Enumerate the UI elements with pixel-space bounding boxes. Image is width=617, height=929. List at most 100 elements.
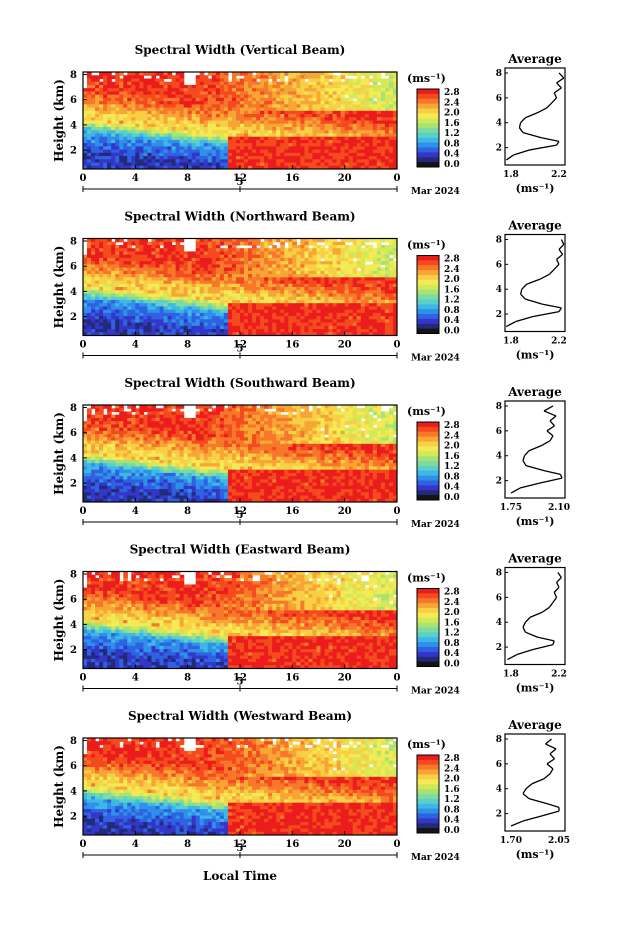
colorbar-swatch	[417, 314, 439, 320]
heat-cell	[280, 101, 285, 105]
heat-cell	[316, 72, 322, 76]
heat-cell	[135, 143, 140, 147]
heat-cell	[171, 162, 177, 167]
colorbar-swatch	[417, 270, 439, 276]
heat-cell	[127, 283, 132, 288]
heat-cell	[240, 152, 245, 157]
heat-cell	[83, 156, 88, 160]
heat-cell	[95, 476, 100, 480]
heat-cell	[280, 162, 285, 167]
heat-cell	[163, 143, 169, 147]
heat-cell	[111, 434, 116, 438]
heat-cell	[340, 159, 346, 164]
heat-cell	[103, 287, 108, 291]
heat-cell	[256, 94, 261, 99]
heat-cell	[91, 306, 96, 311]
colorbar-swatch	[417, 142, 439, 148]
heat-cell	[324, 136, 330, 141]
heat-cell	[235, 152, 241, 157]
heat-cell	[143, 306, 149, 311]
heat-cell	[304, 146, 310, 151]
heat-cell	[364, 274, 370, 278]
heat-cell	[248, 319, 253, 324]
heat-cell	[280, 117, 285, 122]
heat-cell	[252, 270, 257, 275]
heat-cell	[163, 287, 169, 291]
colorbar-swatch	[417, 152, 439, 158]
heat-cell	[268, 299, 273, 304]
heat-cell	[171, 146, 177, 151]
heat-cell	[191, 287, 197, 291]
heat-cell	[288, 306, 293, 311]
heat-cell	[143, 309, 149, 314]
heat-cell	[388, 296, 394, 301]
heat-cell	[384, 316, 390, 320]
heat-cell	[320, 104, 326, 109]
heat-cell	[272, 251, 277, 256]
heat-cell	[312, 238, 318, 243]
heat-cell	[143, 133, 149, 138]
heat-cell	[276, 117, 281, 122]
avg-profile-segment	[551, 97, 558, 104]
heat-cell	[268, 319, 273, 324]
heat-cell	[115, 277, 120, 282]
heat-cell	[328, 316, 334, 320]
heat-cell	[368, 264, 374, 269]
heat-cell	[211, 277, 217, 282]
heat-cell	[344, 261, 350, 265]
heat-cell	[372, 303, 378, 307]
heat-cell	[163, 280, 169, 285]
heat-cell	[340, 94, 346, 99]
heat-cell	[91, 280, 96, 285]
heat-cell	[272, 81, 277, 86]
heat-cell	[123, 299, 128, 304]
heat-cell	[131, 136, 136, 141]
heat-cell	[284, 94, 289, 99]
heat-cell	[376, 120, 382, 125]
heat-cell	[348, 316, 354, 320]
heat-cell	[123, 287, 128, 291]
heat-cell	[235, 312, 241, 317]
heat-cell	[163, 88, 169, 92]
heat-cell	[99, 283, 104, 288]
heat-cell	[83, 277, 88, 282]
heat-cell	[296, 274, 301, 278]
colorbar-swatch	[417, 108, 439, 114]
heat-cell	[107, 306, 112, 311]
heat-cell	[320, 146, 326, 151]
heat-cell	[360, 101, 366, 105]
heat-cell	[284, 120, 289, 125]
heat-cell	[288, 81, 293, 86]
heat-cell	[155, 159, 161, 164]
heat-cell	[219, 101, 225, 105]
heat-cell	[207, 159, 213, 164]
heat-cell	[115, 133, 120, 138]
heat-cell	[215, 136, 221, 141]
heat-cell	[272, 293, 277, 298]
heat-cell	[344, 274, 350, 278]
heat-cell	[384, 117, 390, 122]
heat-cell	[107, 443, 112, 448]
heat-cell	[151, 312, 157, 317]
heat-cell	[376, 107, 382, 112]
heat-cell	[175, 251, 181, 256]
heat-cell	[111, 117, 116, 122]
avg-profile-segment	[560, 239, 565, 245]
heat-cell	[179, 257, 185, 262]
heat-cell	[95, 146, 100, 151]
heat-cell	[328, 97, 334, 102]
heat-cell	[252, 110, 257, 115]
heat-cell	[260, 261, 265, 265]
heat-cell	[135, 332, 140, 336]
heat-cell	[207, 130, 213, 135]
heat-cell	[111, 91, 116, 96]
heat-cell	[304, 254, 310, 259]
heat-cell	[388, 257, 394, 262]
heat-cell	[111, 456, 116, 461]
heat-cell	[372, 136, 378, 141]
heat-cell	[191, 293, 197, 298]
heat-cell	[292, 267, 297, 272]
heat-cell	[159, 75, 165, 80]
heat-cell	[83, 437, 88, 442]
